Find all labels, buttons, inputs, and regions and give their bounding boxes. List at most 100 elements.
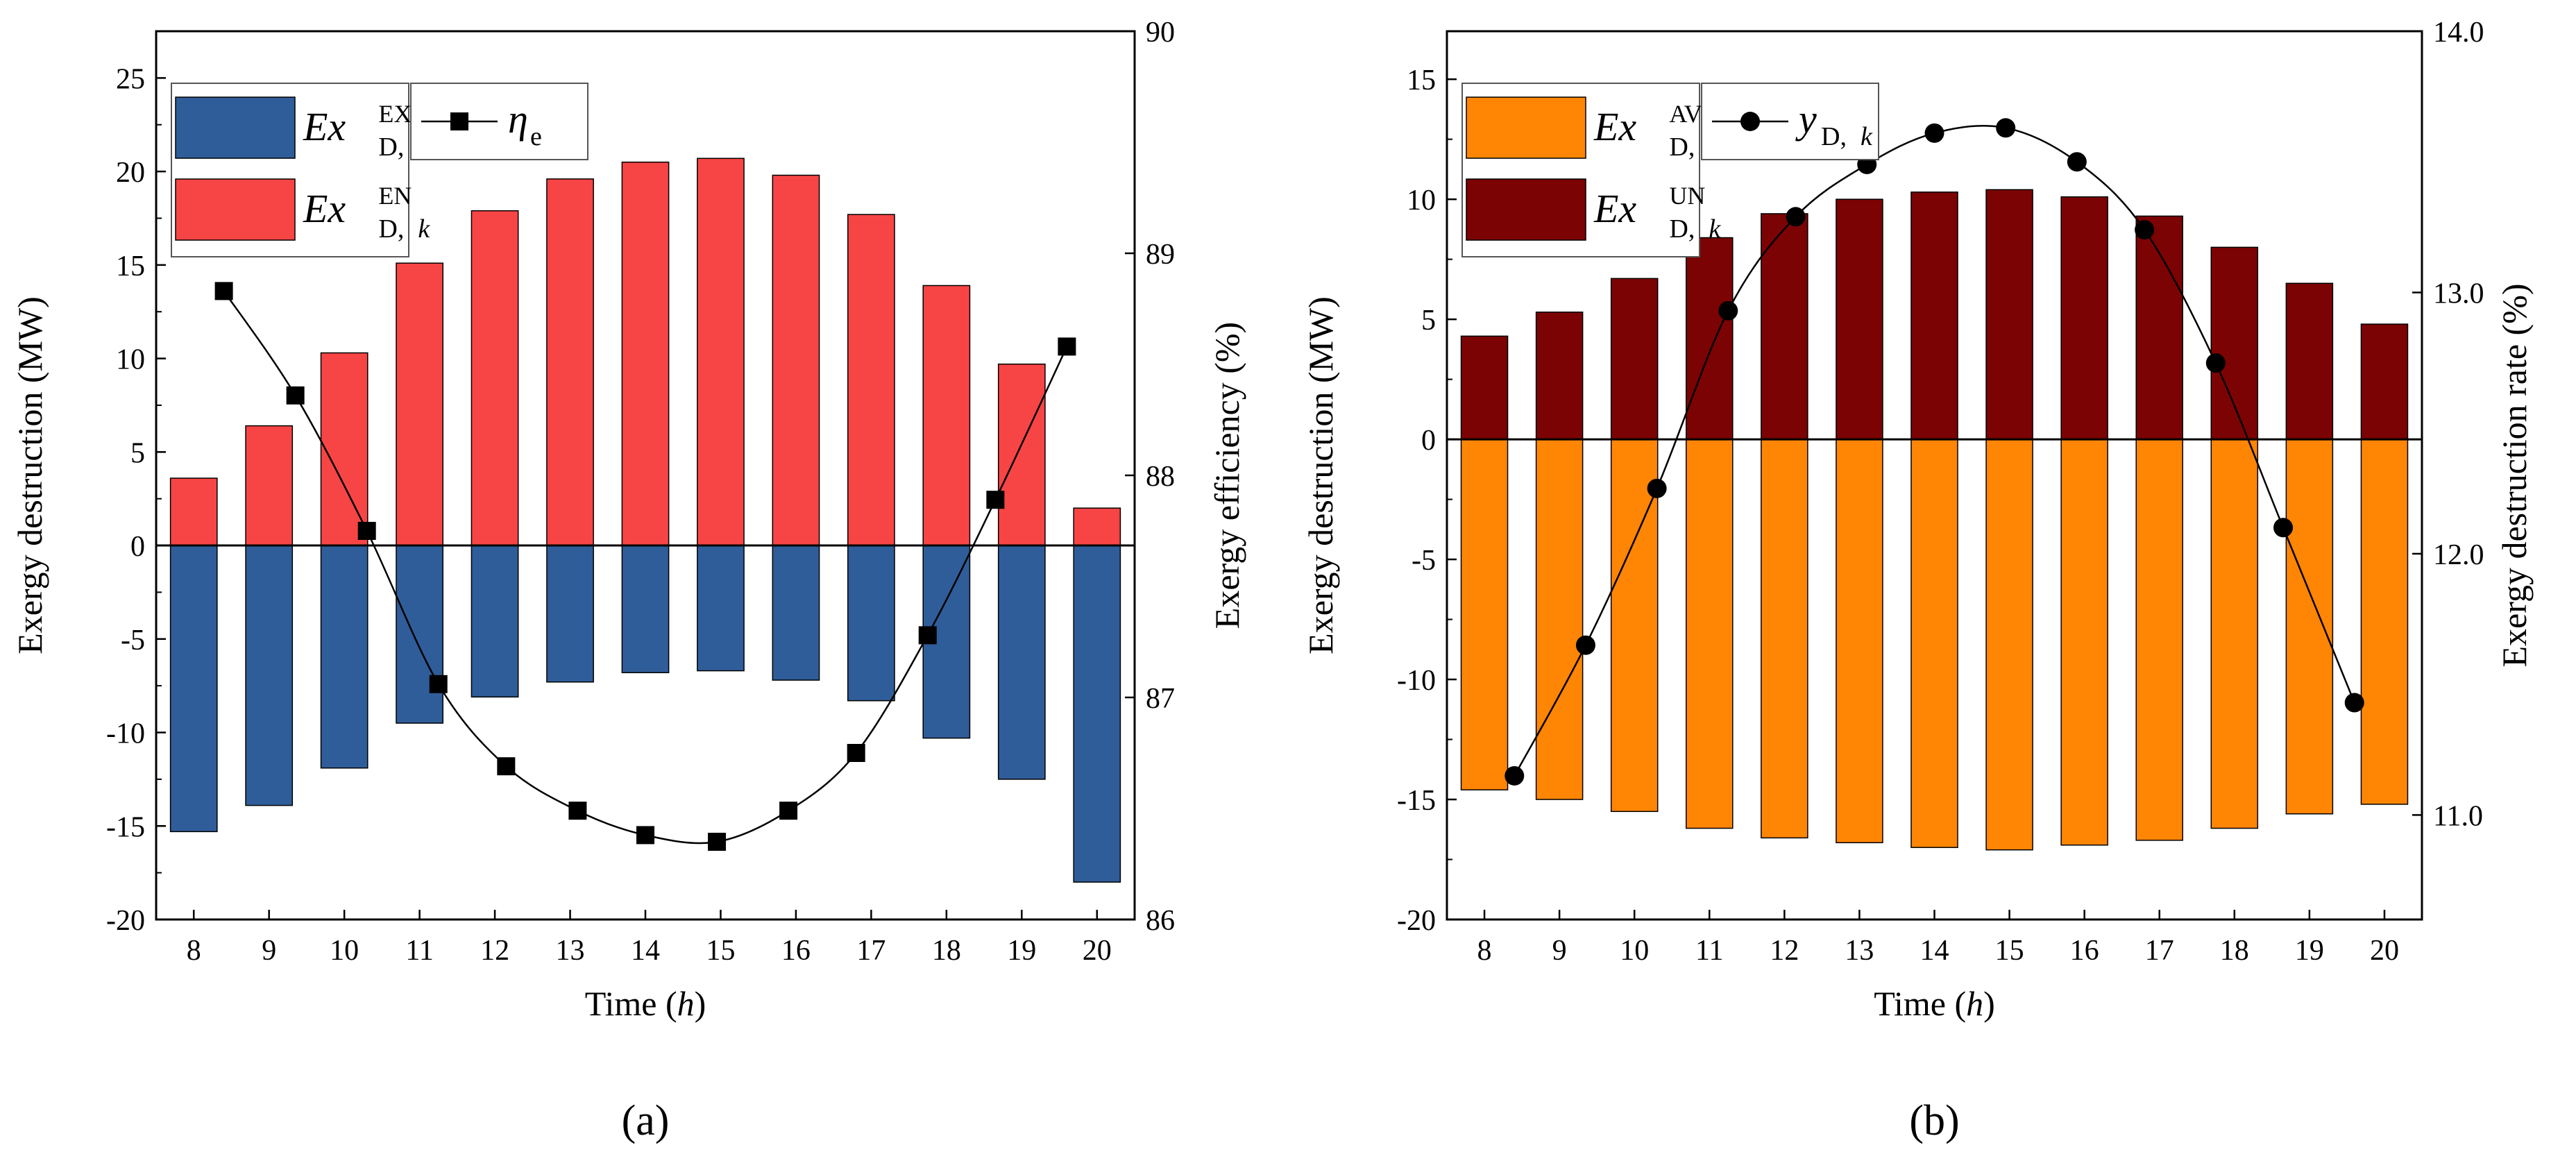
bar-av-14	[1910, 439, 1958, 848]
line-point-19	[2273, 518, 2294, 538]
bar-ex-13	[546, 545, 594, 683]
bar-ex-19	[997, 545, 1046, 780]
y-tick-label: -10	[106, 718, 145, 750]
bar-un-10	[1610, 278, 1659, 440]
y-tick-label: 10	[116, 344, 145, 376]
legend-line-base: y	[1795, 96, 1817, 142]
x-tick-label: 18	[932, 935, 961, 967]
bar-ex-9	[245, 545, 294, 806]
bar-ex-12	[471, 545, 519, 698]
legend-label-av-sup: AV	[1669, 100, 1702, 128]
bar-av-15	[1985, 439, 2033, 851]
line-point-13	[568, 802, 587, 820]
line-point-10	[357, 522, 376, 540]
line-point-10	[1647, 478, 1667, 498]
legend-label-un-sub-k: k	[1709, 214, 1721, 244]
bar-av-8	[1460, 439, 1509, 790]
bar-en-12	[471, 210, 519, 546]
y2-tick-label: 12.0	[2433, 539, 2484, 571]
x-tick-label: 14	[1920, 935, 1949, 967]
x-axis-label-close: )	[695, 984, 706, 1023]
legend-label-en-sub-k: k	[418, 214, 430, 244]
legend-label-un-sup: UN	[1669, 182, 1705, 210]
legend-label-ex-base: Ex	[303, 104, 346, 149]
x-axis-label-var: h	[1966, 984, 1983, 1023]
y-axis-label: Exergy destruction (MW)	[10, 296, 49, 654]
bar-un-8	[1460, 335, 1509, 440]
bar-un-20	[2360, 323, 2409, 440]
bar-en-20	[1073, 507, 1121, 546]
line-point-12	[497, 757, 516, 776]
x-tick-label: 19	[1007, 935, 1036, 967]
x-tick-label: 15	[706, 935, 735, 967]
y-tick-label: 10	[1407, 185, 1436, 217]
legend-line-marker	[1740, 112, 1760, 131]
y-tick-label: 15	[116, 251, 145, 282]
line-point-17	[847, 744, 865, 762]
line-point-15	[708, 833, 727, 851]
line-point-18	[2205, 353, 2226, 373]
bar-un-9	[1535, 312, 1584, 440]
bar-av-16	[2060, 439, 2108, 846]
bar-un-15	[1985, 189, 2033, 440]
y-tick-label: -20	[1397, 905, 1436, 937]
legend-label-en-sub: D,	[378, 214, 404, 244]
legend-line-sub-k: k	[1861, 122, 1873, 151]
bar-av-20	[2360, 439, 2409, 805]
legend-swatch-en	[175, 178, 296, 241]
bar-un-11	[1686, 237, 1734, 440]
bar-en-11	[396, 262, 443, 546]
x-axis-label-close: )	[1983, 984, 1995, 1023]
x-axis-label-text: Time (	[1874, 984, 1966, 1023]
y2-axis-label: Exergy destruction rate (%)	[2495, 283, 2534, 667]
line-point-20	[2344, 693, 2364, 713]
line-point-11	[429, 675, 448, 693]
bar-ex-8	[169, 545, 218, 833]
line-point-14	[1924, 123, 1944, 143]
bar-ex-11	[396, 545, 443, 724]
x-tick-label: 9	[262, 935, 276, 967]
legend-line-base: η	[508, 96, 528, 142]
bar-av-13	[1836, 439, 1883, 844]
legend-swatch-av	[1466, 96, 1586, 159]
y2-tick-label: 89	[1146, 239, 1175, 271]
bar-en-17	[847, 214, 895, 546]
y2-tick-label: 90	[1146, 17, 1175, 49]
x-tick-label: 10	[330, 935, 359, 967]
x-tick-label: 16	[781, 935, 811, 967]
bar-en-10	[320, 352, 368, 546]
x-axis-label-var: h	[677, 984, 695, 1023]
x-tick-label: 12	[480, 935, 509, 967]
legend-line-sub: D,	[1821, 122, 1847, 151]
y-tick-label: -15	[106, 811, 145, 843]
x-tick-label: 10	[1620, 935, 1649, 967]
x-tick-label: 18	[2220, 935, 2249, 967]
legend-swatch-ex	[175, 96, 296, 159]
y2-axis-label: Exergy efficiency (%)	[1208, 322, 1246, 629]
bar-av-19	[2285, 439, 2334, 815]
x-tick-label: 12	[1770, 935, 1799, 967]
y-tick-label: 5	[130, 437, 145, 469]
bar-en-16	[772, 174, 820, 546]
y2-tick-label: 86	[1146, 905, 1175, 937]
y-tick-label: 25	[116, 63, 145, 95]
x-tick-label: 8	[1477, 935, 1492, 967]
chart-panel-b: -20 -15 -10 -5 0 5 10 15 11.0 12.0 13.0 14.0 8 9 10 11 1…	[1301, 17, 2534, 1144]
y-axis-label: Exergy destruction (MW)	[1301, 296, 1340, 654]
legend-label-ex-sup: EX	[378, 100, 412, 128]
legend-swatch-un	[1466, 178, 1586, 241]
x-axis-label-text: Time (	[585, 984, 677, 1023]
line-point-16	[779, 802, 798, 820]
y-tick-label: -15	[1397, 785, 1436, 817]
y2-tick-label: 87	[1146, 683, 1175, 715]
bar-un-19	[2285, 282, 2334, 440]
bar-en-19	[997, 363, 1046, 546]
x-tick-label: 20	[2370, 935, 2399, 967]
x-axis-label: Time (h)	[585, 984, 706, 1023]
legend-label-un-base: Ex	[1593, 186, 1636, 231]
bar-av-11	[1686, 439, 1734, 829]
bar-av-12	[1761, 439, 1808, 839]
bar-en-18	[922, 285, 971, 546]
